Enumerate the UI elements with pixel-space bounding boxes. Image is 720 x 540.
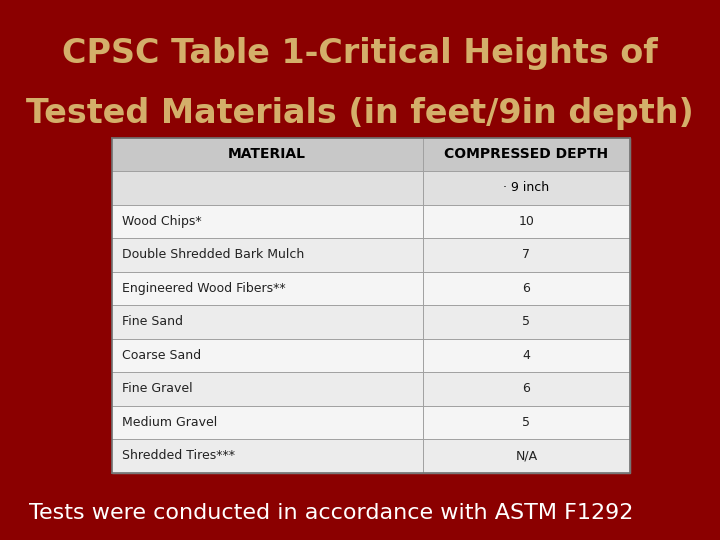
Text: · 9 inch: · 9 inch (503, 181, 549, 194)
FancyBboxPatch shape (112, 138, 630, 472)
Text: Tests were conducted in accordance with ASTM F1292: Tests were conducted in accordance with … (29, 503, 633, 523)
FancyBboxPatch shape (112, 205, 630, 238)
Text: Double Shredded Bark Mulch: Double Shredded Bark Mulch (122, 248, 305, 261)
Text: 6: 6 (523, 382, 530, 395)
FancyBboxPatch shape (112, 305, 630, 339)
Text: 5: 5 (522, 416, 531, 429)
Text: Medium Gravel: Medium Gravel (122, 416, 217, 429)
FancyBboxPatch shape (112, 339, 630, 372)
Text: Tested Materials (in feet/9in depth): Tested Materials (in feet/9in depth) (26, 97, 694, 130)
FancyBboxPatch shape (112, 406, 630, 439)
Text: MATERIAL: MATERIAL (228, 147, 306, 161)
Text: 6: 6 (523, 282, 530, 295)
Text: N/A: N/A (516, 449, 537, 462)
Text: Shredded Tires***: Shredded Tires*** (122, 449, 235, 462)
FancyBboxPatch shape (112, 372, 630, 406)
Text: 4: 4 (523, 349, 530, 362)
FancyBboxPatch shape (112, 171, 630, 205)
FancyBboxPatch shape (112, 439, 630, 472)
FancyBboxPatch shape (112, 272, 630, 305)
Text: COMPRESSED DEPTH: COMPRESSED DEPTH (444, 147, 608, 161)
Text: Engineered Wood Fibers**: Engineered Wood Fibers** (122, 282, 286, 295)
Text: 5: 5 (522, 315, 531, 328)
Text: CPSC Table 1-Critical Heights of: CPSC Table 1-Critical Heights of (62, 37, 658, 71)
Text: 7: 7 (522, 248, 531, 261)
Text: Wood Chips*: Wood Chips* (122, 215, 202, 228)
FancyBboxPatch shape (112, 138, 630, 171)
Text: Fine Gravel: Fine Gravel (122, 382, 193, 395)
FancyBboxPatch shape (112, 238, 630, 272)
Text: Fine Sand: Fine Sand (122, 315, 184, 328)
Text: Coarse Sand: Coarse Sand (122, 349, 202, 362)
Text: 10: 10 (518, 215, 534, 228)
